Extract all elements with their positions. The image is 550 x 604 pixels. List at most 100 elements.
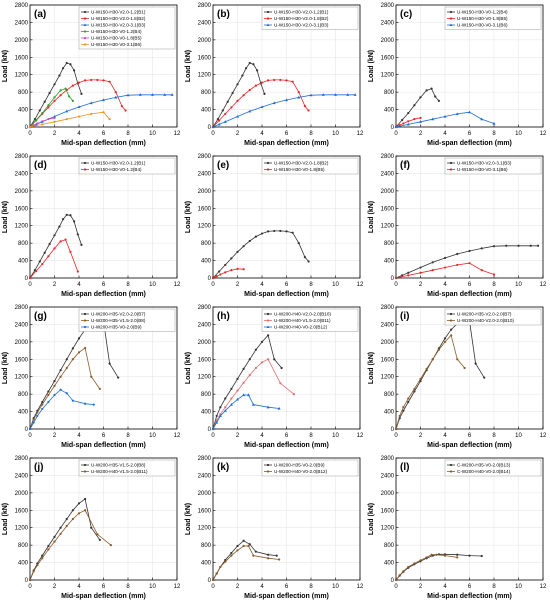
data-point: [252, 554, 255, 557]
y-tick-label: 800: [18, 392, 29, 398]
legend-entry: U-W200-H35-V2.0-2.0(B7): [457, 312, 512, 317]
y-tick-label: 1200: [15, 526, 29, 532]
data-point: [84, 346, 87, 350]
y-tick-label: 2000: [15, 189, 29, 195]
data-point: [303, 104, 306, 108]
x-tick-label: 8: [309, 433, 313, 439]
data-point: [230, 257, 233, 260]
data-point: [236, 397, 239, 401]
y-tick-label: 1200: [15, 224, 29, 230]
data-point: [224, 271, 227, 274]
data-point: [218, 270, 221, 273]
legend-entry: U-W200-H35-V1.5-2.0(B8): [91, 463, 146, 468]
y-tick-label: 800: [384, 392, 395, 398]
data-point: [230, 269, 233, 272]
legend-entry: C-W200-H40-V0-2.0(B14): [457, 469, 511, 474]
legend-box: [78, 6, 176, 50]
y-tick-label: 1200: [198, 73, 212, 79]
x-tick-label: 8: [492, 131, 496, 137]
series-line: [29, 320, 119, 430]
panel-label: (l): [400, 462, 409, 473]
legend-swatch-marker: [449, 17, 453, 20]
data-point: [108, 118, 111, 121]
data-point: [43, 100, 46, 103]
x-tick-label: 6: [285, 433, 289, 439]
data-point: [297, 95, 301, 99]
data-point: [443, 554, 447, 557]
plot-frame: [212, 457, 361, 581]
data-point: [47, 548, 50, 551]
y-tick-label: 1200: [198, 375, 212, 381]
series-line: [212, 334, 282, 430]
legend-swatch-marker: [83, 168, 87, 171]
data-point: [456, 556, 459, 559]
x-axis-label: Mid-span deflection (mm): [244, 593, 329, 600]
y-tick-label: 1600: [198, 357, 212, 363]
plot-frame: [212, 155, 361, 279]
y-tick-label: 0: [25, 427, 29, 433]
chart-panel: 0 2 4 6 8 10 12 0 400 800 1200 1600 2000 2400 2800 Mid-…: [185, 305, 364, 449]
x-tick-label: 12: [174, 131, 181, 137]
data-point: [35, 269, 38, 273]
data-point: [215, 414, 218, 418]
data-point: [36, 122, 39, 125]
data-point: [77, 512, 81, 515]
data-point: [505, 244, 508, 247]
legend-entry: U-W200-H40-V1.5-2.0(B11): [91, 469, 148, 474]
y-tick-label: 400: [18, 410, 29, 416]
legend-entry: C-W200-H35-V0-2.0(B13): [457, 463, 511, 468]
data-point: [321, 93, 325, 96]
data-point: [102, 98, 105, 102]
data-point: [211, 125, 215, 129]
data-point: [273, 229, 276, 233]
data-point: [120, 104, 123, 108]
data-point: [437, 99, 440, 102]
panel-label: (a): [34, 9, 46, 20]
series-line: [395, 245, 539, 279]
data-point: [346, 93, 350, 96]
x-tick-label: 8: [126, 584, 130, 590]
legend-swatch-marker: [266, 319, 270, 322]
x-tick-label: 8: [126, 131, 130, 137]
data-point: [76, 233, 79, 236]
data-point: [53, 384, 56, 387]
y-tick-label: 400: [384, 410, 395, 416]
data-point: [36, 411, 39, 414]
x-axis-label: Mid-span deflection (mm): [61, 442, 146, 449]
data-point: [38, 260, 41, 263]
data-point: [73, 69, 76, 72]
x-tick-label: 2: [236, 282, 240, 288]
legend-entry: U-W200-H35-V2.0-2.0(B7): [91, 312, 146, 317]
data-point: [443, 337, 447, 340]
data-point: [279, 78, 282, 82]
legend-swatch-marker: [83, 312, 87, 316]
data-point: [224, 397, 227, 400]
y-tick-label: 2400: [15, 473, 29, 479]
data-point: [69, 250, 72, 253]
x-tick-label: 6: [468, 282, 472, 288]
x-axis-label: Mid-span deflection (mm): [244, 140, 329, 147]
y-tick-label: 2000: [381, 491, 395, 497]
x-tick-label: 2: [53, 282, 57, 288]
data-point: [217, 122, 221, 126]
legend-box: [78, 308, 176, 332]
data-point: [89, 101, 93, 105]
legend-swatch-marker: [83, 17, 87, 20]
data-point: [71, 99, 74, 102]
y-tick-label: 800: [201, 543, 212, 549]
data-point: [236, 544, 239, 548]
data-point: [53, 535, 56, 538]
x-tick-label: 0: [28, 433, 32, 439]
data-point: [456, 553, 459, 556]
legend-entry: U-W150-H30-V2.0-1.2(B1): [274, 10, 329, 15]
x-axis-label: Mid-span deflection (mm): [244, 291, 329, 298]
data-point: [279, 229, 282, 233]
y-tick-label: 1600: [381, 55, 395, 61]
series-line: [212, 230, 309, 279]
x-tick-label: 10: [332, 584, 339, 590]
legend-swatch-marker: [83, 23, 87, 26]
data-point: [407, 565, 410, 569]
y-tick-label: 400: [201, 561, 212, 567]
y-axis-label: Load (kN): [368, 50, 375, 82]
y-tick-label: 2800: [198, 456, 212, 462]
